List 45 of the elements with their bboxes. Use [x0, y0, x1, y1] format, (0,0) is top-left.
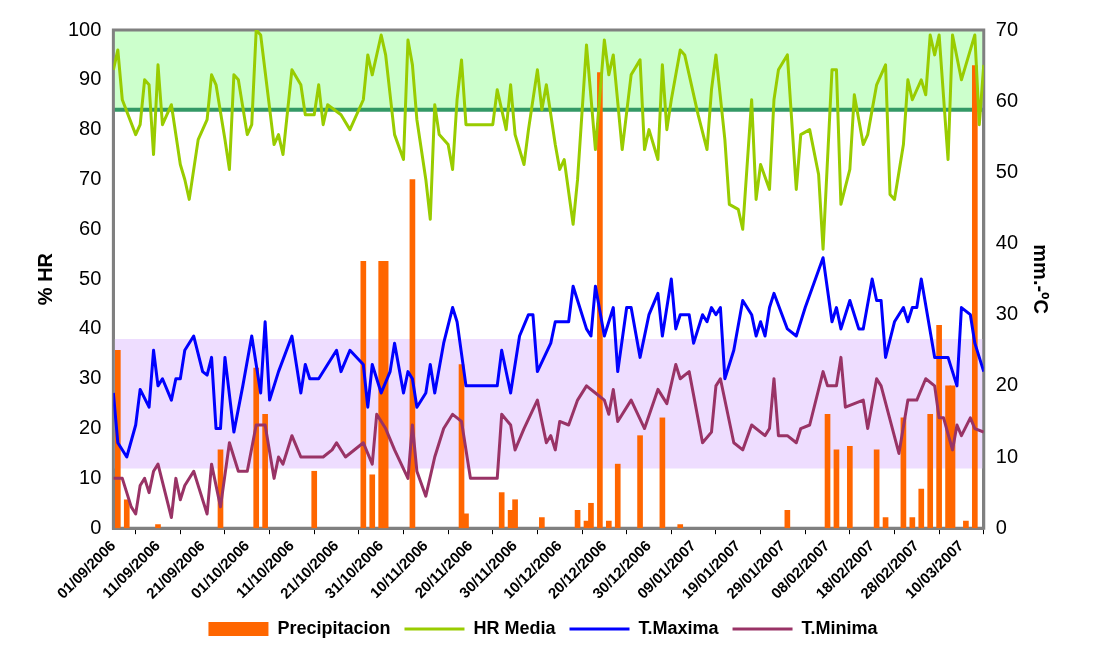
y-tick-label: 70: [79, 166, 102, 189]
y2-tick-label: 60: [995, 88, 1018, 111]
bar: [311, 470, 318, 529]
y-tick-label: 50: [79, 266, 102, 289]
legend-label: HR Media: [473, 617, 557, 638]
bar: [512, 499, 518, 529]
y2-tick-label: 70: [995, 17, 1018, 40]
y2-axis-title: mm.-ºC: [1030, 244, 1053, 314]
y2-tick-label: 40: [995, 231, 1018, 254]
bar: [588, 502, 594, 529]
bar: [614, 463, 621, 529]
bar: [972, 65, 978, 529]
y2-tick-label: 50: [995, 159, 1018, 182]
bar: [918, 488, 925, 529]
y2-tick-label: 20: [995, 373, 1018, 396]
bar: [498, 492, 505, 529]
bar: [963, 520, 969, 529]
y-tick-label: 90: [79, 67, 102, 90]
y-axis-title: % HR: [33, 252, 56, 306]
y-tick-label: 30: [79, 366, 102, 389]
y-tick-label: 80: [79, 117, 102, 140]
bar: [936, 325, 942, 529]
y2-tick-label: 30: [995, 302, 1018, 325]
y2-tick-label: 10: [995, 444, 1018, 467]
y-tick-label: 60: [79, 216, 102, 239]
bar: [637, 435, 643, 529]
y-tick-label: 0: [90, 515, 102, 538]
bar: [677, 524, 684, 529]
legend-label: T.Maxima: [638, 617, 720, 638]
y-tick-label: 20: [79, 416, 102, 439]
bar: [369, 474, 376, 529]
y-tick-label: 10: [79, 465, 102, 488]
legend-label: Precipitacion: [277, 617, 391, 638]
bar: [847, 446, 853, 529]
y-tick-label: 100: [67, 17, 102, 40]
y-tick-label: 40: [79, 316, 102, 339]
bar: [539, 517, 545, 529]
bar: [605, 520, 612, 529]
bar: [155, 524, 161, 529]
bar: [360, 260, 367, 529]
y2-tick-label: 0: [995, 515, 1007, 538]
legend-label: T.Minima: [801, 617, 879, 638]
bar: [123, 499, 130, 529]
bar: [927, 413, 934, 529]
bar: [262, 413, 268, 529]
